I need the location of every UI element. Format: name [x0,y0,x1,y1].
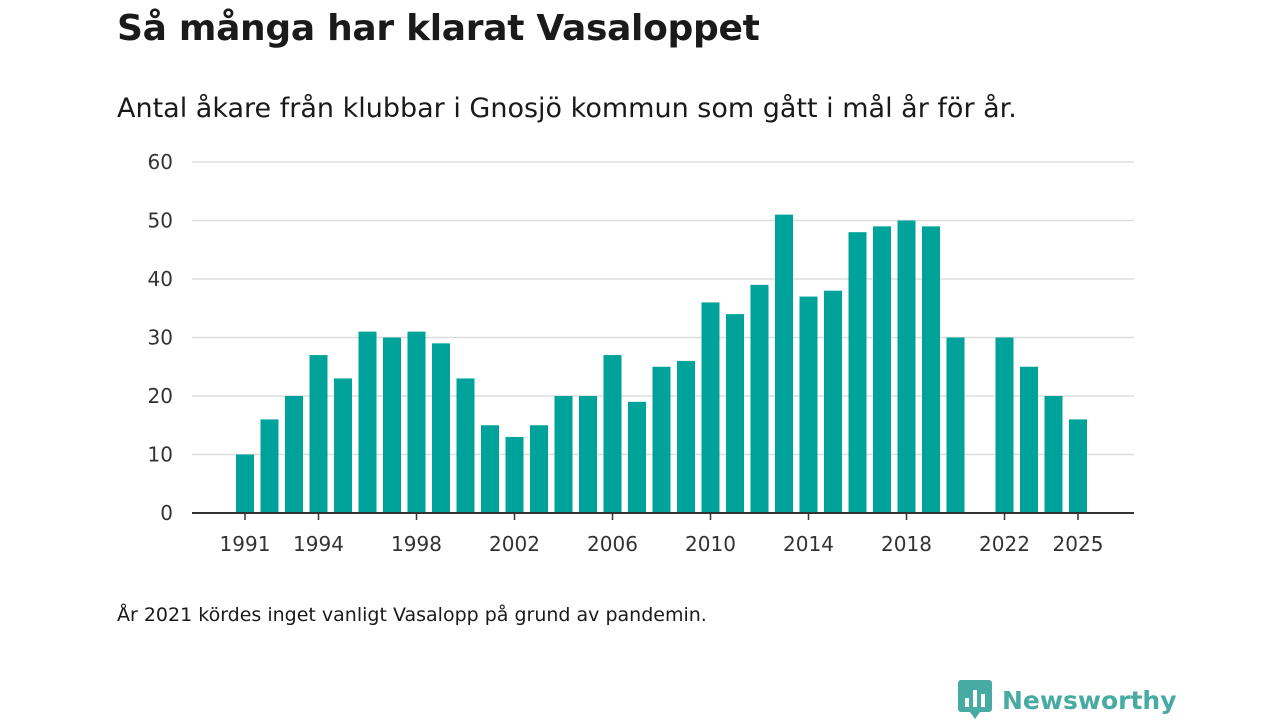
bar-chart: 0 10 20 30 40 50 60 1991 1994 1998 2002 2006 2010 201… [148,150,1134,556]
bar-2023 [1020,366,1038,513]
x-tick-label: 2010 [685,532,736,556]
bar-2002 [505,436,524,513]
bar-1999 [432,343,450,513]
x-tick-label: 2002 [489,532,540,556]
bar-1993 [285,396,303,513]
bars [236,214,1087,513]
bar-2000 [456,378,475,513]
bar-2012 [750,284,769,513]
x-tick-label: 1998 [391,532,442,556]
bar-2015 [824,290,842,513]
bar-2006 [603,355,622,513]
bar-2025 [1069,419,1087,513]
y-tick-label: 0 [160,501,173,525]
bar-2018 [897,220,916,513]
bar-1991 [236,454,254,513]
brand-name: Newsworthy [1002,685,1177,715]
y-tick-label: 20 [148,384,173,408]
x-tick-label: 2022 [979,532,1030,556]
bar-2003 [530,425,548,513]
bar-2020 [946,337,965,513]
y-tick-label: 30 [148,326,173,350]
bar-2009 [677,360,695,513]
bar-1997 [383,337,401,513]
bar-2013 [775,214,793,513]
bar-2016 [848,232,867,513]
bar-2019 [922,226,940,513]
x-tick-label: 2006 [587,532,638,556]
axes: 0 10 20 30 40 50 60 1991 1994 1998 2002 2006 2010 201… [148,150,1134,556]
x-tick-label: 2018 [881,532,932,556]
bar-2007 [628,401,646,513]
x-tick-label: 2014 [783,532,834,556]
bar-1998 [407,331,426,513]
bar-2022 [995,337,1014,513]
footnote: År 2021 kördes inget vanligt Vasalopp på… [117,604,707,626]
bar-2014 [799,296,818,513]
bar-1996 [358,331,377,513]
bar-2005 [579,396,597,513]
x-tick-label: 1994 [293,532,344,556]
y-tick-label: 50 [148,209,173,233]
x-tick-label: 2025 [1053,532,1104,556]
bar-2017 [873,226,891,513]
bar-2011 [726,314,744,513]
newsworthy-logo[interactable]: Newsworthy [958,680,1177,720]
y-tick-label: 60 [148,150,173,174]
bar-1995 [334,378,352,513]
bar-1994 [309,355,328,513]
bar-2001 [481,425,499,513]
bar-2008 [652,366,671,513]
bar-2024 [1044,396,1063,513]
newsworthy-logo-icon [958,680,992,719]
y-tick-label: 10 [148,443,173,467]
x-tick-label: 1991 [220,532,271,556]
chart-title: Så många har klarat Vasaloppet [117,8,760,49]
y-tick-label: 40 [148,267,173,291]
chart-subtitle: Antal åkare från klubbar i Gnosjö kommun… [117,93,1017,124]
bar-2010 [701,302,720,513]
bar-2004 [554,396,573,513]
bar-1992 [260,419,279,513]
